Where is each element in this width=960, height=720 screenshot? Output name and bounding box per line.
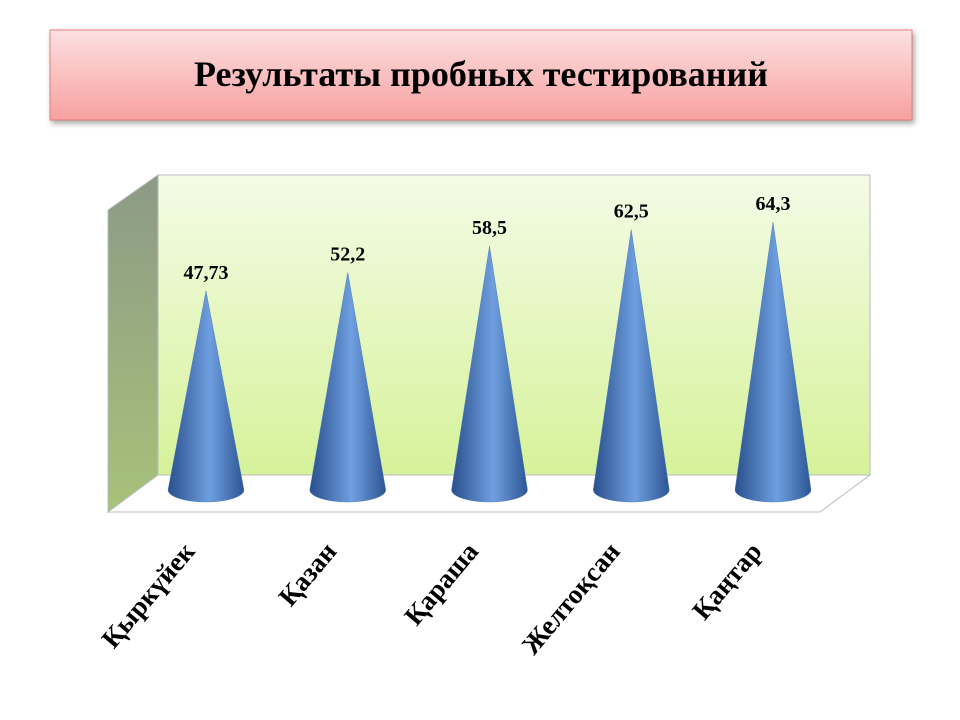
x-tick-label: Қаңтар: [686, 537, 767, 626]
value-label: 62,5: [614, 201, 649, 223]
side-wall: [107, 174, 159, 513]
cone: [592, 229, 670, 503]
value-label: 47,73: [184, 262, 229, 284]
value-label: 64,3: [756, 193, 791, 215]
x-tick-label: Қазан: [272, 537, 342, 612]
cone: [309, 272, 387, 503]
cone: [451, 246, 528, 503]
cone: [734, 221, 812, 503]
x-tick-label: Қараша: [398, 536, 484, 631]
x-tick-label: Желтоқсан: [516, 537, 626, 660]
x-tick-label: Қыркүйек: [95, 536, 200, 654]
title-box: [49, 29, 913, 121]
chart-title: Результаты пробных тестирований: [194, 54, 768, 94]
cone: [167, 291, 245, 503]
value-label: 52,2: [330, 243, 365, 265]
value-label: 58,5: [472, 217, 507, 239]
